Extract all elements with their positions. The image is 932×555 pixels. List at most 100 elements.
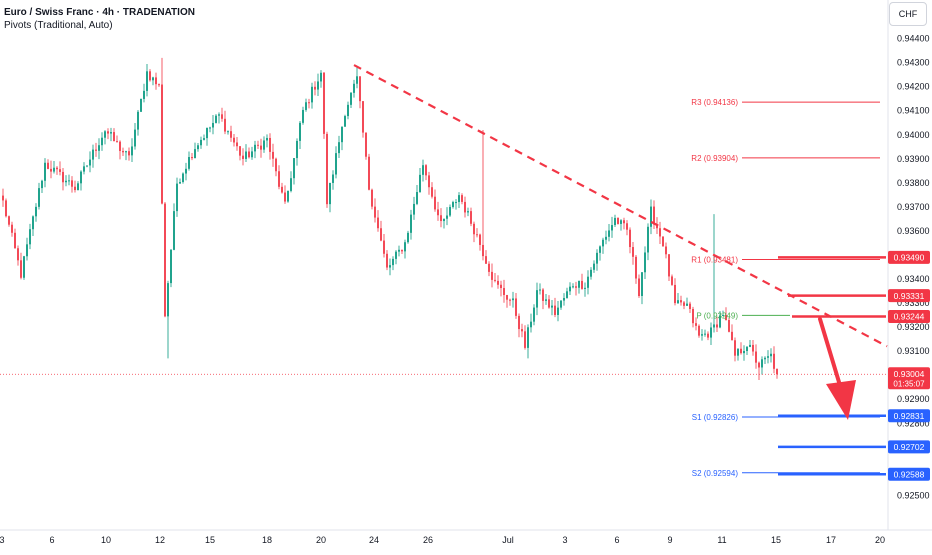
candle-body (239, 146, 241, 156)
candle-body (92, 149, 94, 160)
candle-body (590, 269, 592, 277)
candle-body (710, 327, 712, 338)
candle-body (575, 286, 577, 288)
candle-body (260, 145, 262, 150)
candle-body (104, 131, 106, 138)
candle-body (335, 153, 337, 175)
candle-body (695, 323, 697, 326)
candle-body (74, 186, 76, 191)
y-tick-label: 0.94400 (897, 34, 930, 44)
candle-body (86, 165, 88, 167)
candle-body (398, 249, 400, 252)
candle-body (749, 344, 751, 347)
candle-body (38, 188, 40, 207)
candle-body (500, 284, 502, 289)
candle-body (170, 249, 172, 284)
candle-body (89, 159, 91, 166)
candle-body (131, 146, 133, 156)
candle-body (425, 165, 427, 176)
candle-body (305, 102, 307, 110)
candle-body (347, 104, 349, 117)
symbol-title[interactable]: Euro / Swiss Franc · 4h · TRADENATION (4, 7, 195, 18)
candle-body (647, 226, 649, 253)
candle-body (182, 173, 184, 183)
candle-body (17, 248, 19, 261)
candle-body (752, 344, 754, 352)
candle-body (638, 278, 640, 296)
candle-body (245, 151, 247, 159)
candle-body (653, 206, 655, 225)
candle-body (731, 331, 733, 341)
candle-body (386, 253, 388, 268)
x-tick-label: 10 (101, 535, 111, 545)
candle-body (407, 232, 409, 243)
y-tick-label: 0.94000 (897, 130, 930, 140)
candle-body (287, 190, 289, 202)
candle-body (332, 174, 334, 183)
candle-body (539, 289, 541, 291)
y-tick-label: 0.93400 (897, 274, 930, 284)
candle-body (47, 162, 49, 169)
candle-body (608, 230, 610, 237)
indicator-label[interactable]: Pivots (Traditional, Auto) (4, 20, 113, 31)
candle-body (209, 127, 211, 129)
candle-body (83, 166, 85, 172)
candle-body (140, 98, 142, 112)
candle-body (479, 234, 481, 245)
candle-body (230, 131, 232, 138)
candle-body (266, 137, 268, 141)
price-tag-label: 0.93331 (894, 291, 925, 301)
y-tick-label: 0.92500 (897, 490, 930, 500)
candle-body (677, 300, 679, 304)
candle-body (413, 203, 415, 215)
candle-body (464, 201, 466, 213)
y-tick-label: 0.93700 (897, 202, 930, 212)
candle-body (242, 155, 244, 159)
candle-body (269, 137, 271, 152)
currency-box[interactable]: CHF (889, 2, 927, 26)
candle-body (2, 195, 4, 201)
candle-body (404, 242, 406, 252)
candle-body (734, 340, 736, 356)
candle-body (437, 209, 439, 216)
candle-body (368, 156, 370, 190)
x-tick-label: 24 (369, 535, 379, 545)
x-tick-label: Jul (502, 535, 514, 545)
candle-body (656, 224, 658, 229)
candle-body (524, 331, 526, 348)
candle-body (341, 126, 343, 143)
candle-body (98, 145, 100, 151)
y-tick-label: 0.93200 (897, 322, 930, 332)
candle-body (155, 77, 157, 85)
candle-body (443, 218, 445, 222)
candle-body (14, 232, 16, 249)
candle-body (599, 246, 601, 253)
candle-body (689, 303, 691, 310)
candle-body (560, 300, 562, 308)
candle-body (587, 276, 589, 288)
x-tick-label: 3 (0, 535, 5, 545)
candle-body (8, 216, 10, 225)
x-tick-label: 6 (614, 535, 619, 545)
candle-body (371, 189, 373, 207)
candle-body (470, 211, 472, 224)
current-price-tag-bg (888, 367, 930, 390)
y-tick-label: 0.93300 (897, 298, 930, 308)
candle-body (776, 368, 778, 375)
candle-body (224, 118, 226, 132)
candle-body (482, 244, 484, 257)
price-tag-bg (888, 310, 930, 324)
candle-body (641, 272, 643, 296)
candle-body (602, 239, 604, 247)
candle-body (149, 71, 151, 81)
candle-body (416, 192, 418, 204)
candle-body (428, 175, 430, 188)
candle-body (698, 325, 700, 336)
downtrend-line (353, 64, 888, 348)
candle-body (542, 289, 544, 301)
candle-body (461, 195, 463, 202)
candle-body (704, 333, 706, 335)
candle-body (77, 183, 79, 191)
